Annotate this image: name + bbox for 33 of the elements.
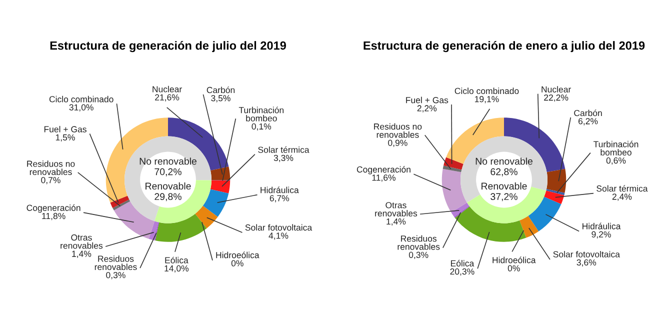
data-label: Solar fotovoltaica 3,6% [553,250,620,267]
data-label: Residuos renovables 0,3% [398,235,440,260]
data-label: Renovable 29,8% [146,182,191,202]
data-label: Carbón 3,5% [206,86,235,102]
data-label: No renovable 62,8% [476,158,532,176]
data-label: Turbinación bombeo 0,1% [238,106,284,131]
data-label: Eólica 20,3% [450,260,474,276]
data-label: Solar térmica 3,3% [258,146,310,162]
data-label: Residuos no renovables 0,9% [374,123,422,147]
data-label: Fuel + Gas 1,5% [44,126,86,142]
data-label: Renovable 37,2% [482,182,527,202]
data-label: Hidráulica 9,2% [582,222,621,239]
chart-title: Estructura de generación de enero a julio del 2019 [364,40,645,52]
data-label: Cogeneración 11,6% [356,166,410,182]
data-label: Solar térmica 2,4% [596,185,648,201]
data-label: Carbón 6,2% [574,110,602,126]
data-label: Nuclear 21,6% [152,86,182,102]
data-label: Turbinación bombeo 0,6% [594,140,638,165]
chart-title: Estructura de generación de julio del 2019 [50,40,286,52]
data-label: Residuos renovables 0,3% [94,255,137,280]
data-label: Fuel + Gas 2,2% [406,96,448,112]
data-label: Nuclear 22,2% [542,86,571,102]
data-label: Ciclo combinado 31,0% [49,96,114,112]
data-label: Otras renovables 1,4% [375,202,418,226]
data-label: No renovable 70,2% [140,158,196,176]
data-label: Solar fotovoltaica 4,1% [245,224,312,240]
data-label: Cogeneración 11,8% [26,204,80,220]
data-label: Residuos no renovables 0,7% [27,160,75,184]
data-label: Ciclo combinado 19,1% [454,88,519,104]
data-label: Hidráulica 6,7% [260,186,299,202]
data-label: Eólica 14,0% [164,256,189,273]
text: Hidroeólica 0% [492,256,536,272]
text: Hidroeólica 0% [216,252,260,266]
